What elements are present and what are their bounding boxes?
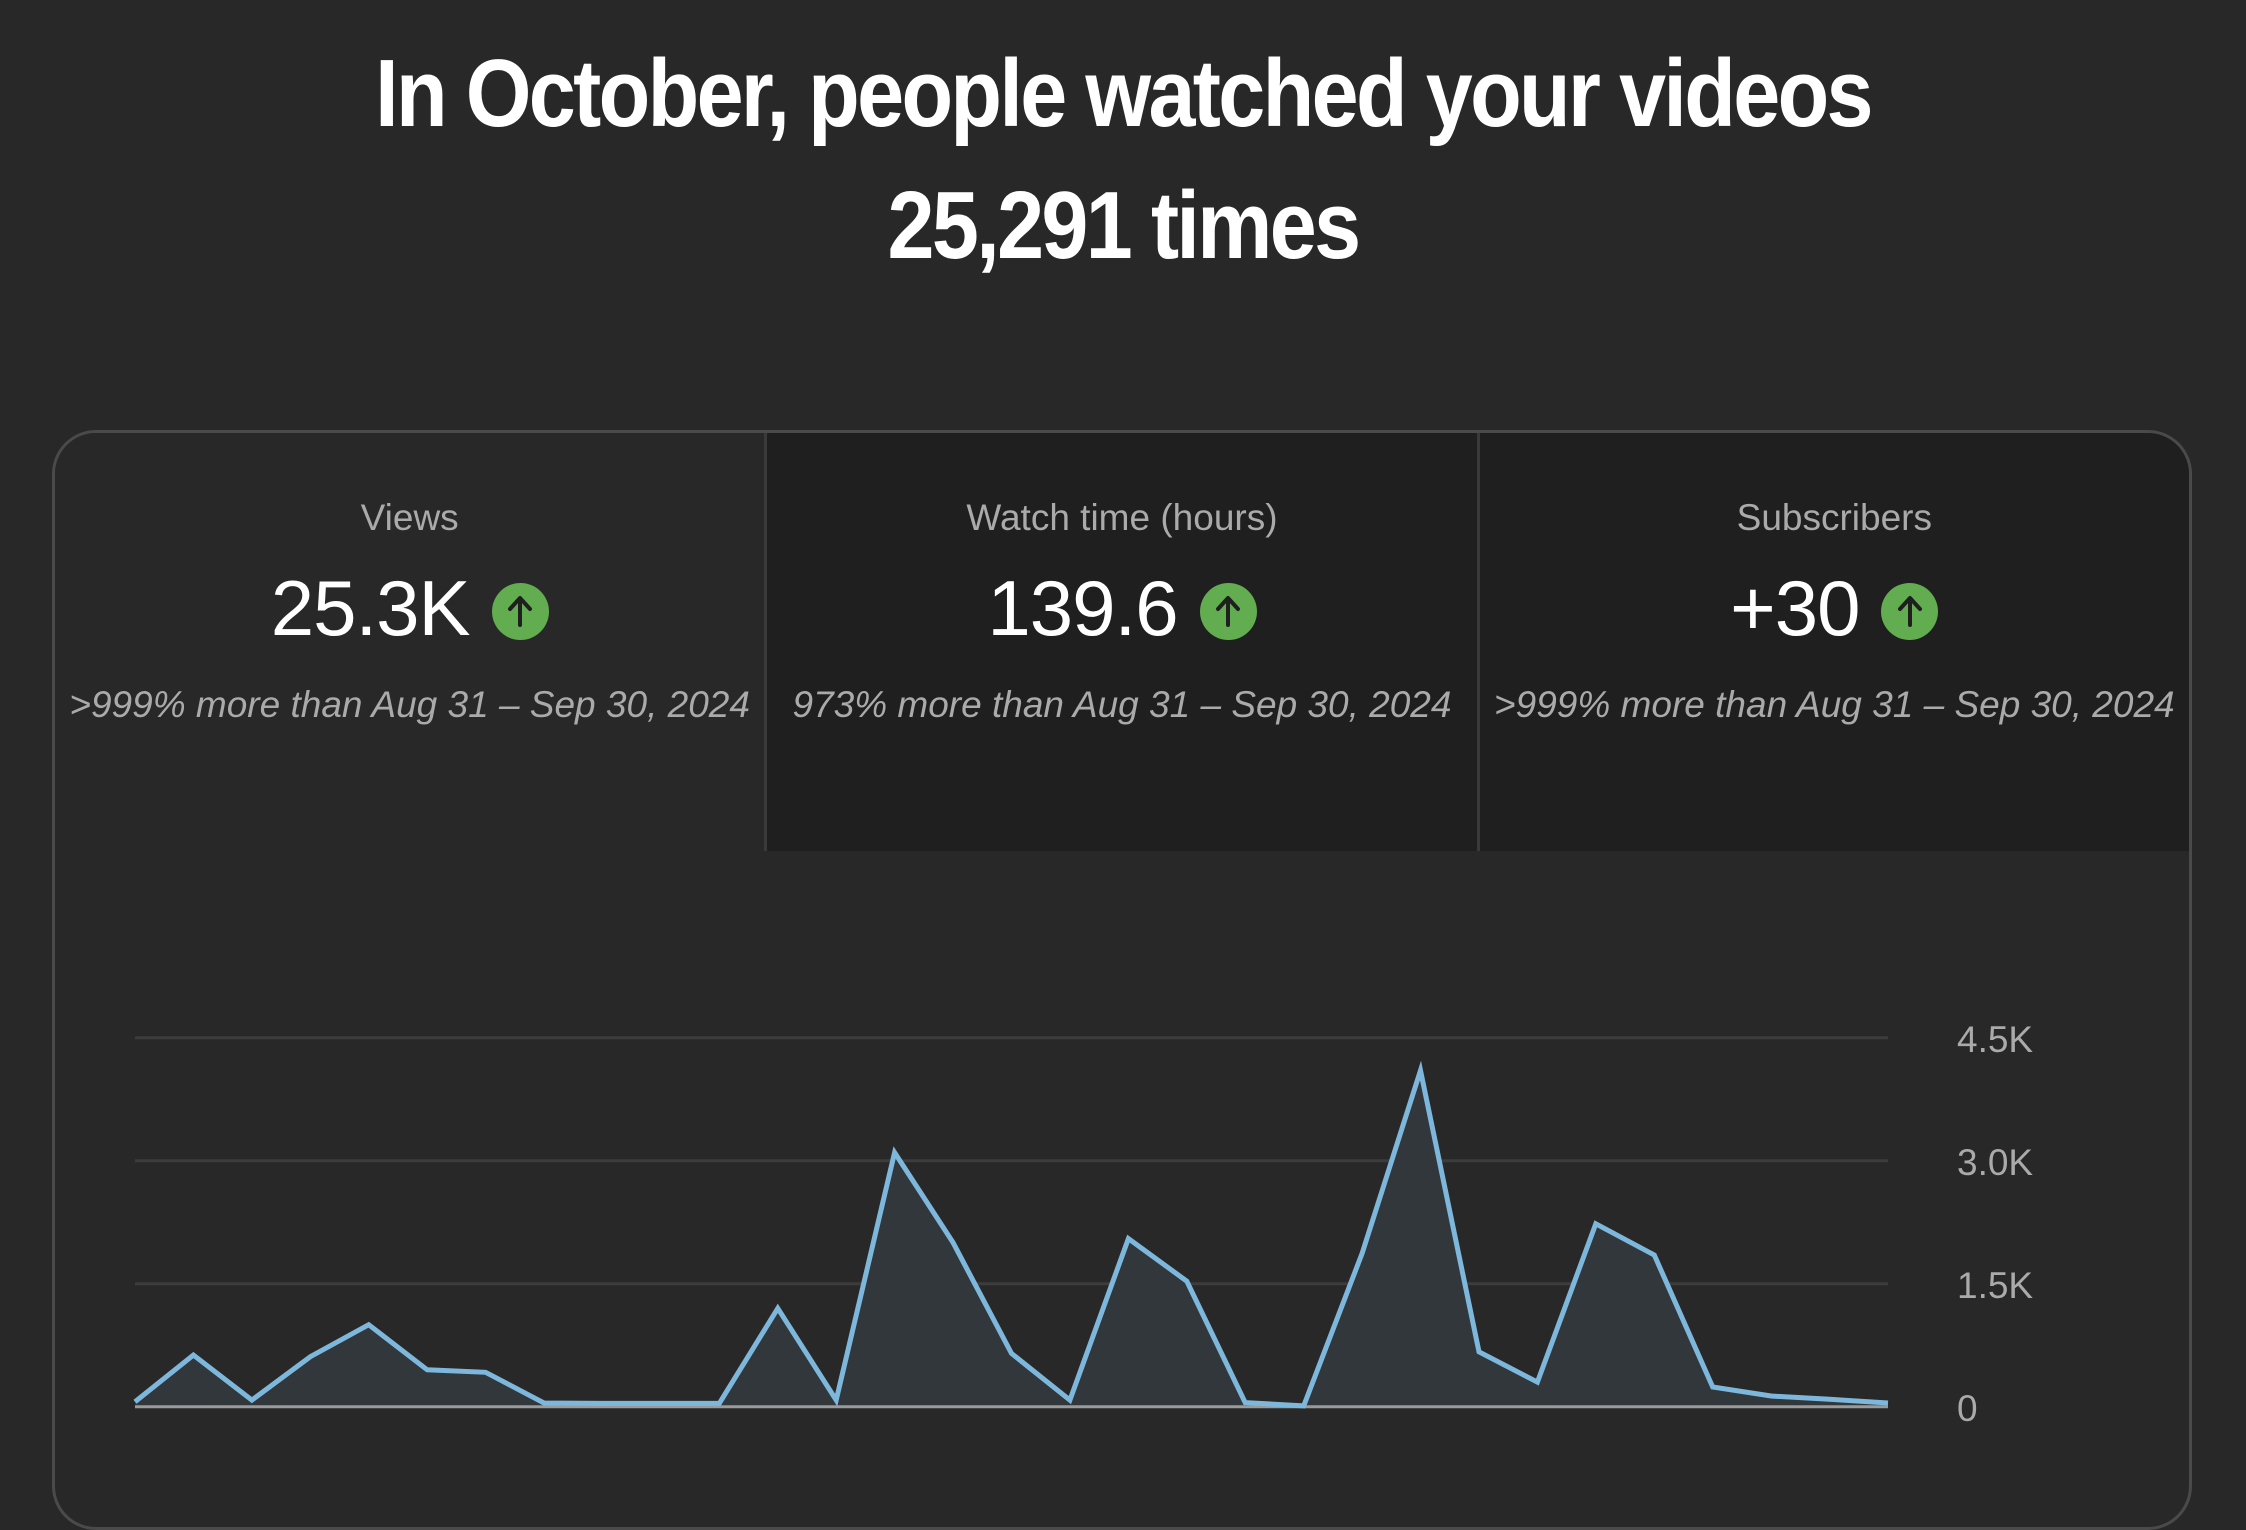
headline: In October, people watched your videos 2… [0, 28, 2246, 292]
metric-label: Views [360, 497, 459, 538]
y-tick-label: 4.5K [1957, 1018, 2034, 1060]
y-tick-label: 3.0K [1957, 1141, 2034, 1183]
metric-value-row: 25.3K [55, 563, 764, 653]
metric-value-row: +30 [1480, 563, 2189, 653]
analytics-card: Views 25.3K >999% more than Aug 31 – Sep… [52, 430, 2192, 1530]
arrow-up-circle-icon [1199, 582, 1257, 640]
tab-watch-time[interactable]: Watch time (hours) 139.6 973% more than … [764, 433, 1477, 851]
metric-value-row: 139.6 [767, 563, 1476, 653]
arrow-up-circle-icon [491, 582, 549, 640]
y-tick-label: 0 [1957, 1387, 1978, 1429]
metric-tabs: Views 25.3K >999% more than Aug 31 – Sep… [55, 433, 2189, 851]
headline-line-1: In October, people watched your videos [375, 40, 1873, 147]
metric-value: +30 [1730, 564, 1860, 652]
metric-value: 25.3K [270, 564, 471, 652]
metric-comparison: >999% more than Aug 31 – Sep 30, 2024 [1494, 684, 2175, 725]
y-tick-label: 1.5K [1957, 1264, 2034, 1306]
headline-line-2: 25,291 times [887, 172, 1362, 279]
metric-label: Subscribers [1736, 497, 1932, 538]
metric-comparison: 973% more than Aug 31 – Sep 30, 2024 [792, 684, 1452, 725]
tab-subscribers[interactable]: Subscribers +30 >999% more than Aug 31 –… [1476, 433, 2189, 851]
metric-value: 139.6 [987, 564, 1178, 652]
metric-label: Watch time (hours) [966, 497, 1278, 538]
arrow-up-circle-icon [1881, 582, 1939, 640]
tab-views[interactable]: Views 25.3K >999% more than Aug 31 – Sep… [55, 433, 765, 851]
metric-comparison: >999% more than Aug 31 – Sep 30, 2024 [69, 684, 750, 725]
